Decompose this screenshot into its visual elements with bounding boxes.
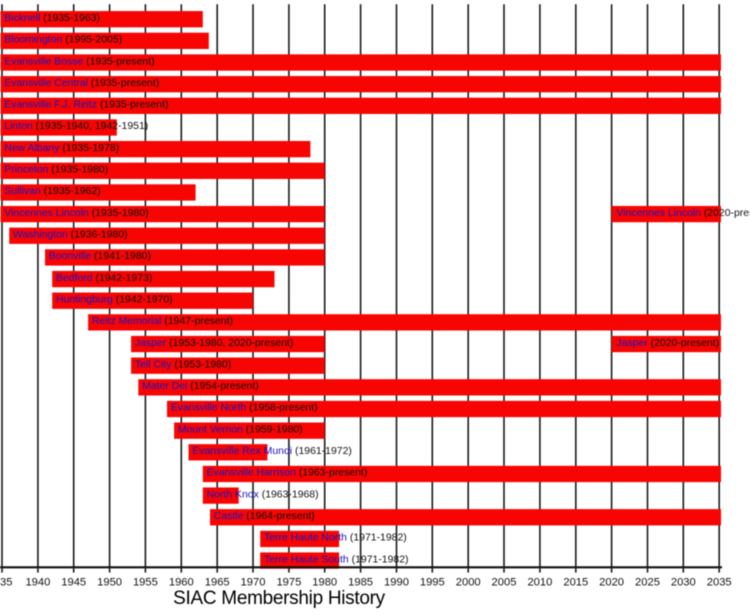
svg-text:2000: 2000 (456, 576, 481, 588)
svg-text:1975: 1975 (276, 576, 301, 588)
svg-text:1945: 1945 (61, 576, 86, 588)
svg-text:1990: 1990 (384, 576, 409, 588)
svg-text:Castle (1964-present): Castle (1964-present) (214, 511, 315, 522)
svg-text:Princeton (1935-1980): Princeton (1935-1980) (4, 165, 108, 176)
svg-text:Vincennes Lincoln (1935-1980): Vincennes Lincoln (1935-1980) (4, 208, 148, 219)
svg-text:SIAC Membership History: SIAC Membership History (173, 588, 385, 609)
svg-text:2035: 2035 (707, 576, 732, 588)
svg-text:Linton (1935-1940, 1942-1951): Linton (1935-1940, 1942-1951) (4, 121, 148, 132)
svg-text:Terre Haute North (1971-1982): Terre Haute North (1971-1982) (264, 533, 407, 544)
svg-text:1960: 1960 (169, 576, 194, 588)
svg-text:New Albany (1935-1978): New Albany (1935-1978) (4, 143, 119, 154)
svg-text:Evansville Central (1935-prese: Evansville Central (1935-present) (4, 78, 159, 89)
svg-text:Evansville Rex Mundi (1961-197: Evansville Rex Mundi (1961-1972) (192, 446, 352, 457)
svg-text:Bedford (1942-1973): Bedford (1942-1973) (56, 273, 152, 284)
svg-text:Mater Dei (1954-present): Mater Dei (1954-present) (142, 381, 259, 392)
svg-text:Jasper (1953-1980, 2020-presen: Jasper (1953-1980, 2020-present) (135, 338, 293, 349)
svg-text:1995: 1995 (420, 576, 445, 588)
svg-text:1980: 1980 (312, 576, 337, 588)
svg-text:Evansville North (1958-present: Evansville North (1958-present) (171, 403, 318, 414)
svg-text:1940: 1940 (25, 576, 50, 588)
svg-text:Evansville Harrison (1963-pres: Evansville Harrison (1963-present) (207, 468, 368, 479)
svg-text:1985: 1985 (348, 576, 373, 588)
svg-text:1935: 1935 (0, 576, 12, 588)
svg-text:Sullivan (1935-1962): Sullivan (1935-1962) (4, 186, 100, 197)
svg-text:2030: 2030 (671, 576, 696, 588)
svg-text:1970: 1970 (241, 576, 266, 588)
svg-text:Huntingburg (1942-1970): Huntingburg (1942-1970) (56, 294, 173, 305)
svg-text:2020: 2020 (599, 576, 624, 588)
svg-text:Evansville Bosse (1935-present: Evansville Bosse (1935-present) (4, 56, 154, 67)
svg-text:2015: 2015 (563, 576, 588, 588)
svg-text:2025: 2025 (635, 576, 660, 588)
svg-text:Evansville F.J. Reitz (1935-pr: Evansville F.J. Reitz (1935-present) (4, 100, 168, 111)
svg-text:North Knox (1963-1968): North Knox (1963-1968) (207, 489, 319, 500)
svg-text:1950: 1950 (97, 576, 122, 588)
svg-text:Tell City (1953-1980): Tell City (1953-1980) (135, 359, 231, 370)
svg-text:Jasper (2020-present): Jasper (2020-present) (616, 338, 719, 349)
svg-text:Bloomington (1995-2005): Bloomington (1995-2005) (4, 35, 122, 46)
svg-text:Boonville (1941-1980): Boonville (1941-1980) (49, 251, 151, 262)
svg-text:Mount Vernon (1959-1980): Mount Vernon (1959-1980) (178, 424, 303, 435)
svg-text:2010: 2010 (527, 576, 552, 588)
svg-text:Washington (1936-1980): Washington (1936-1980) (13, 230, 128, 241)
svg-text:1965: 1965 (205, 576, 230, 588)
svg-text:Vincennes Lincoln (2020-presen: Vincennes Lincoln (2020-present) (616, 208, 750, 219)
svg-text:2005: 2005 (492, 576, 517, 588)
svg-text:Bicknell (1935-1963): Bicknell (1935-1963) (4, 13, 100, 24)
svg-text:1955: 1955 (133, 576, 158, 588)
svg-text:Reitz Memorial (1947-present): Reitz Memorial (1947-present) (92, 316, 233, 327)
svg-text:Terre Haute South (1971-1982): Terre Haute South (1971-1982) (264, 554, 409, 565)
